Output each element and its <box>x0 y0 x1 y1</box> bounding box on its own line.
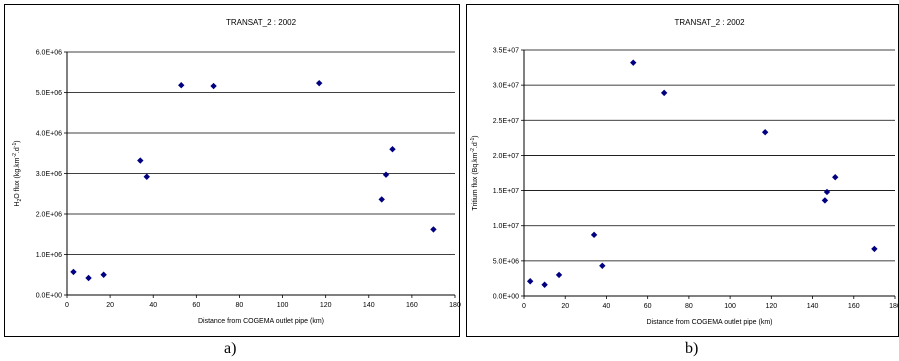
y-axis-label-part: -2 <box>12 153 18 158</box>
y-tick-label: 5.0E+06 <box>493 258 519 265</box>
data-point <box>378 196 385 203</box>
y-tick-label: 2.0E+06 <box>36 212 62 219</box>
y-tick-label: 0.0E+00 <box>36 293 62 300</box>
y-tick-label: 1.0E+07 <box>493 223 519 230</box>
y-axis-label-part: 2 <box>17 199 23 202</box>
x-tick-label: 0 <box>522 303 526 310</box>
data-point <box>178 82 185 89</box>
data-point <box>143 173 150 180</box>
data-point <box>100 271 107 278</box>
y-axis-label-part: ) <box>14 140 21 142</box>
y-tick-label: 4.0E+06 <box>36 131 62 138</box>
y-tick-label: 0.0E+00 <box>493 294 519 301</box>
y-axis-label-part: ) <box>472 135 479 137</box>
x-tick-label: 20 <box>561 303 569 310</box>
y-tick-label: 2.5E+07 <box>493 118 519 125</box>
x-tick-label: 40 <box>149 302 157 309</box>
data-point <box>630 59 637 66</box>
chart-title: TRANSAT_2 : 2002 <box>674 18 745 27</box>
y-tick-label: 1.0E+06 <box>36 252 62 259</box>
x-tick-label: 80 <box>685 303 693 310</box>
x-tick-label: 120 <box>765 303 777 310</box>
x-tick-label: 100 <box>277 302 289 309</box>
x-tick-label: 160 <box>406 302 418 309</box>
y-axis-label: H2O flux (kg.km-2.d-1) <box>12 140 23 206</box>
y-axis-label-part: O flux (kg.km <box>14 157 21 198</box>
y-axis-label-part: Tritium flux (Bq.km <box>472 152 479 210</box>
caption-b: b) <box>685 340 699 357</box>
x-tick-label: 100 <box>724 303 736 310</box>
data-point <box>526 278 534 285</box>
y-axis-label-part: -2 <box>470 148 476 153</box>
data-point <box>137 157 144 164</box>
data-point <box>590 231 598 239</box>
data-point <box>821 197 829 204</box>
y-axis-label-part: .d <box>14 147 21 153</box>
data-point <box>316 79 323 87</box>
x-tick-label: 20 <box>106 302 114 309</box>
x-tick-label: 0 <box>65 302 69 309</box>
x-axis-label: Distance from COGEMA outlet pipe (km) <box>646 319 772 326</box>
y-tick-label: 2.0E+07 <box>493 153 519 160</box>
y-tick-label: 3.0E+07 <box>493 83 519 90</box>
x-tick-label: 120 <box>320 302 332 309</box>
data-point <box>389 146 396 153</box>
data-point <box>555 271 563 279</box>
x-tick-label: 60 <box>192 302 200 309</box>
caption-a: a) <box>224 340 237 357</box>
data-point <box>832 174 839 181</box>
x-tick-label: 80 <box>236 302 244 309</box>
data-point <box>70 268 77 276</box>
chart-panel-a: TRANSAT_2 : 2002 0.0E+00 1.0E+06 2.0E+06 3.0… <box>4 4 461 337</box>
chart-a-svg: TRANSAT_2 : 2002 0.0E+00 1.0E+06 2.0E+06 3.0… <box>12 18 461 325</box>
x-tick-label: 40 <box>603 303 611 310</box>
chart-panel-b: TRANSAT_2 : 2002 0.0E+00 5.0E+06 1.0E+07 1.5… <box>466 4 899 337</box>
data-point <box>382 171 390 178</box>
data-point <box>599 262 606 269</box>
data-point <box>430 226 437 233</box>
y-axis-label-part: -1 <box>470 138 476 143</box>
x-tick-label: 180 <box>449 302 461 309</box>
x-tick-label: 140 <box>807 303 819 310</box>
data-point <box>823 188 831 196</box>
y-axis-label-part: .d <box>472 142 479 148</box>
y-axis-label-part: H <box>14 202 21 207</box>
data-point <box>85 274 92 282</box>
y-tick-label: 3.5E+07 <box>493 48 519 55</box>
data-point <box>210 82 217 90</box>
data-point <box>761 129 769 136</box>
x-tick-label: 140 <box>363 302 375 309</box>
y-axis-label: Tritium flux (Bq.km-2.d-1) <box>470 135 479 210</box>
data-point <box>660 89 668 97</box>
chart-title: TRANSAT_2 : 2002 <box>226 18 297 27</box>
y-tick-label: 5.0E+06 <box>36 90 62 97</box>
x-tick-label: 60 <box>644 303 652 310</box>
x-tick-label: 180 <box>889 303 899 310</box>
data-point <box>541 281 548 288</box>
y-tick-label: 6.0E+06 <box>36 50 62 57</box>
y-tick-label: 3.0E+06 <box>36 171 62 178</box>
y-tick-label: 1.5E+07 <box>493 188 519 195</box>
x-axis-label: Distance from COGEMA outlet pipe (km) <box>198 318 324 325</box>
x-tick-label: 160 <box>848 303 860 310</box>
y-axis-label-part: -1 <box>12 143 18 148</box>
chart-b-svg: TRANSAT_2 : 2002 0.0E+00 5.0E+06 1.0E+07 1.5… <box>470 18 899 326</box>
data-point <box>871 245 878 253</box>
